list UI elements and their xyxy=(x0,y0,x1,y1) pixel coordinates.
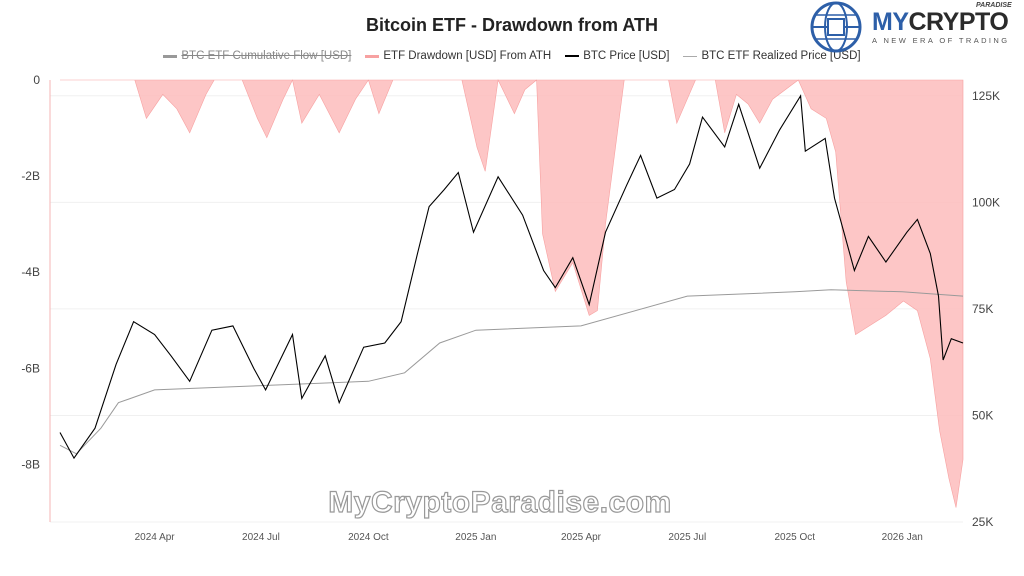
legend-label: BTC Price [USD] xyxy=(583,50,670,62)
legend-swatch xyxy=(683,55,698,57)
x-tick-label: 2025 Apr xyxy=(561,532,602,543)
legend-label: ETF Drawdown [USD] From ATH xyxy=(383,50,552,62)
x-tick-label: 2025 Jan xyxy=(455,532,496,543)
chart-title: Bitcoin ETF - Drawdown from ATH xyxy=(366,15,658,35)
legend-item-realized-price[interactable]: BTC ETF Realized Price [USD] xyxy=(683,50,861,62)
right-tick-label: 25K xyxy=(972,515,993,529)
drawdown-area xyxy=(60,78,964,508)
x-tick-label: 2024 Oct xyxy=(348,532,389,543)
left-tick-label: -8B xyxy=(21,457,40,471)
x-tick-label: 2026 Jan xyxy=(882,532,923,543)
globe-circuit-icon xyxy=(810,1,862,53)
logo-over: PARADISE xyxy=(976,2,1012,9)
left-tick-label: 0 xyxy=(33,73,40,87)
left-tick-label: -4B xyxy=(21,265,40,279)
legend-swatch xyxy=(365,54,380,58)
legend-item-cumulative-flow[interactable]: BTC ETF Cumulative Flow [USD] xyxy=(163,50,351,62)
left-tick-label: -2B xyxy=(21,169,40,183)
x-axis: 2024 Apr 2024 Jul 2024 Oct 2025 Jan 2025 Apr… xyxy=(135,532,923,543)
x-tick-label: 2025 Jul xyxy=(668,532,706,543)
legend-label: BTC ETF Cumulative Flow [USD] xyxy=(181,50,352,62)
logo: MYCRYPTO PARADISE A NEW ERA OF TRADING xyxy=(806,0,1024,56)
btc-price-line xyxy=(59,94,964,460)
logo-brand: MYCRYPTO xyxy=(872,8,1009,36)
x-tick-label: 2024 Jul xyxy=(242,532,280,543)
legend-swatch xyxy=(163,54,178,58)
left-axis: 0 -2B -4B -6B -8B xyxy=(21,73,40,471)
right-axis: 125K 100K 75K 50K 25K xyxy=(972,89,1000,529)
legend-item-drawdown[interactable]: ETF Drawdown [USD] From ATH xyxy=(365,50,551,62)
realized-price-line xyxy=(59,289,964,455)
legend-label: BTC ETF Realized Price [USD] xyxy=(701,50,861,62)
right-tick-label: 100K xyxy=(972,195,1000,209)
grid xyxy=(50,95,963,523)
x-tick-label: 2024 Apr xyxy=(135,532,176,543)
right-tick-label: 125K xyxy=(972,89,1000,103)
legend: BTC ETF Cumulative Flow [USD] ETF Drawdo… xyxy=(0,50,1024,62)
legend-swatch xyxy=(565,55,580,57)
watermark: MyCryptoParadise.com xyxy=(328,486,671,519)
left-tick-label: -6B xyxy=(21,361,40,375)
logo-tagline: A NEW ERA OF TRADING xyxy=(872,36,1010,45)
x-tick-label: 2025 Oct xyxy=(774,532,815,543)
right-tick-label: 50K xyxy=(972,408,993,422)
legend-item-btc-price[interactable]: BTC Price [USD] xyxy=(565,50,669,62)
right-tick-label: 75K xyxy=(972,302,993,316)
